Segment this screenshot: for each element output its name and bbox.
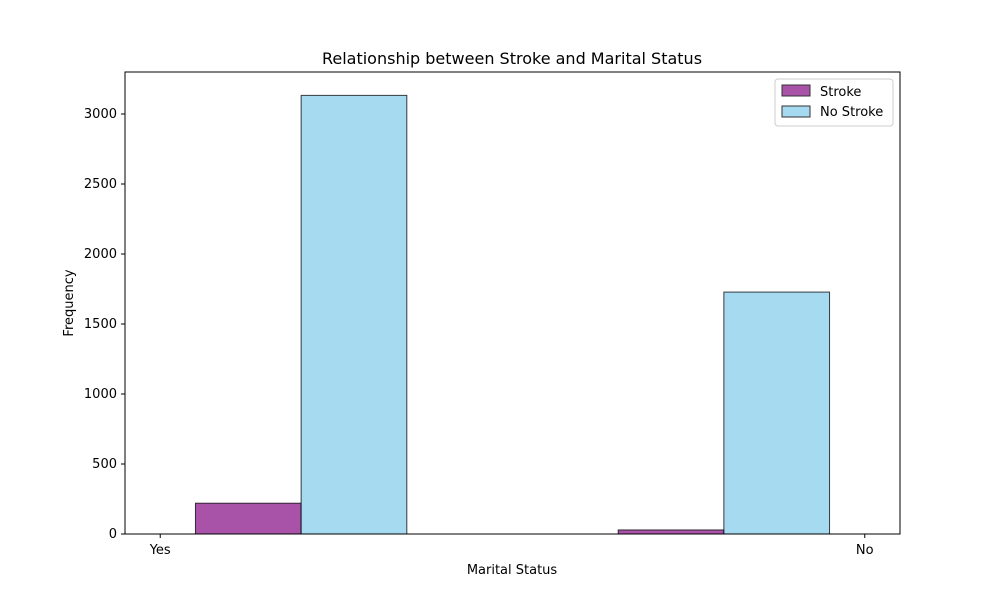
y-tick-label: 3000 xyxy=(84,107,117,122)
x-tick-label: No xyxy=(856,543,874,558)
legend-swatch-no-stroke xyxy=(781,105,811,118)
y-tick-label: 2000 xyxy=(84,247,117,262)
bar-no-stroke-2 xyxy=(723,291,831,535)
legend-swatch-stroke xyxy=(781,84,811,97)
legend-label-stroke: Stroke xyxy=(820,85,861,100)
bar-stroke-0 xyxy=(194,502,302,535)
y-tick-label: 500 xyxy=(92,457,117,472)
y-tick-label: 2500 xyxy=(84,177,117,192)
chart-title: Relationship between Stroke and Marital … xyxy=(322,49,702,68)
y-tick-label: 1500 xyxy=(84,317,117,332)
legend-label-no-stroke: No Stroke xyxy=(820,105,883,120)
axes-layer: 0 500 1000 1500 2000 2500 3000 Yes No xyxy=(84,71,901,558)
plot-frame xyxy=(124,71,901,535)
bar-stroke-2 xyxy=(617,529,725,535)
bars-layer xyxy=(194,94,831,535)
y-axis-title: Frequency xyxy=(62,269,77,336)
y-tick-label: 1000 xyxy=(84,387,117,402)
legend: Stroke No Stroke xyxy=(774,78,894,127)
x-tick-label: Yes xyxy=(149,543,171,558)
y-tick-label: 0 xyxy=(109,527,117,542)
bar-no-stroke-0 xyxy=(300,94,408,535)
x-axis-title: Marital Status xyxy=(467,563,558,578)
